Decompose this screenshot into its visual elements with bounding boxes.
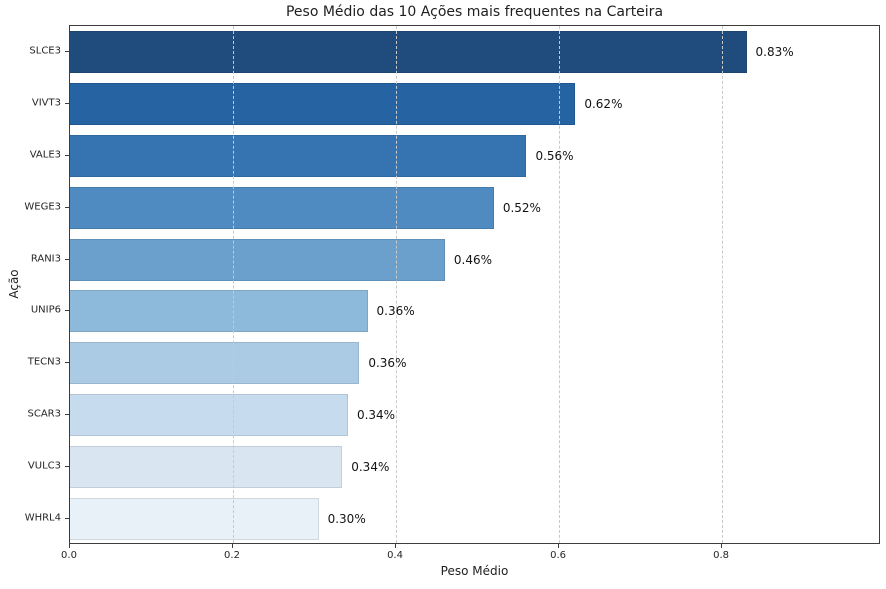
y-tick-label-wege3: WEGE3 — [24, 201, 61, 213]
x-tick-label-0.6: 0.6 — [550, 550, 566, 561]
gridline-x-0.8 — [722, 26, 724, 543]
bar-rani3 — [70, 238, 445, 281]
x-tick-label-0.8: 0.8 — [713, 550, 729, 561]
bar-vulc3 — [70, 446, 343, 489]
bar-slce3 — [70, 30, 747, 73]
bar-value-label: 0.56% — [535, 148, 574, 163]
y-tick-label-tecn3: TECN3 — [27, 356, 61, 368]
y-tick-label-vale3: VALE3 — [29, 149, 61, 161]
bar-value-label: 0.36% — [376, 304, 415, 319]
bar-value-label: 0.62% — [584, 96, 623, 111]
x-tick-mark — [395, 544, 397, 548]
x-tick-mark — [69, 544, 70, 548]
x-tick-label-0.4: 0.4 — [387, 550, 403, 561]
bar-value-label: 0.52% — [502, 200, 541, 215]
y-tick-mark — [65, 258, 69, 260]
y-tick-mark — [65, 310, 69, 312]
y-tick-label-vivt3: VIVT3 — [31, 97, 61, 109]
y-tick-label-rani3: RANI3 — [30, 253, 61, 265]
y-tick-label-scar3: SCAR3 — [27, 408, 61, 420]
gridline-x-0.6 — [559, 26, 561, 543]
bar-tecn3 — [70, 342, 360, 385]
x-tick-label-0.2: 0.2 — [224, 550, 240, 561]
gridline-x-0.4 — [396, 26, 398, 543]
y-tick-mark — [65, 362, 69, 364]
y-tick-mark — [65, 102, 69, 104]
x-tick-mark — [721, 544, 723, 548]
bar-wege3 — [70, 186, 494, 229]
y-tick-label-vulc3: VULC3 — [27, 460, 61, 472]
bar-whrl4 — [70, 498, 319, 541]
gridline-x-0.2 — [233, 26, 234, 543]
bar-vivt3 — [70, 82, 576, 125]
x-axis-label: Peso Médio — [440, 564, 509, 578]
x-tick-label-0.0: 0.0 — [61, 550, 77, 561]
y-axis-label: Ação — [7, 269, 21, 299]
y-tick-mark — [65, 466, 69, 468]
y-tick-mark — [65, 414, 69, 416]
y-tick-label-whrl4: WHRL4 — [24, 512, 61, 524]
bar-value-label: 0.46% — [453, 252, 493, 267]
bar-value-label: 0.36% — [368, 356, 407, 371]
y-tick-mark — [65, 206, 69, 208]
bar-value-label: 0.34% — [356, 408, 396, 423]
x-tick-mark — [558, 544, 560, 548]
bar-unip6 — [70, 290, 368, 333]
bar-scar3 — [70, 394, 348, 437]
x-tick-mark — [232, 544, 233, 548]
y-tick-mark — [65, 50, 69, 52]
bar-value-label: 0.34% — [351, 460, 390, 475]
y-tick-mark — [65, 154, 69, 156]
plot-area: 0.83% 0.62% 0.56% 0.52% 0.46% 0.36% 0.36% 0.34%… — [69, 25, 880, 544]
bar-value-label: 0.30% — [327, 512, 366, 527]
y-tick-mark — [65, 518, 69, 520]
y-tick-label-slce3: SLCE3 — [29, 45, 61, 57]
bar-value-label: 0.83% — [755, 44, 794, 59]
bar-vale3 — [70, 134, 527, 177]
chart-title: Peso Médio das 10 Ações mais frequentes … — [285, 4, 664, 20]
y-tick-label-unip6: UNIP6 — [30, 304, 61, 316]
